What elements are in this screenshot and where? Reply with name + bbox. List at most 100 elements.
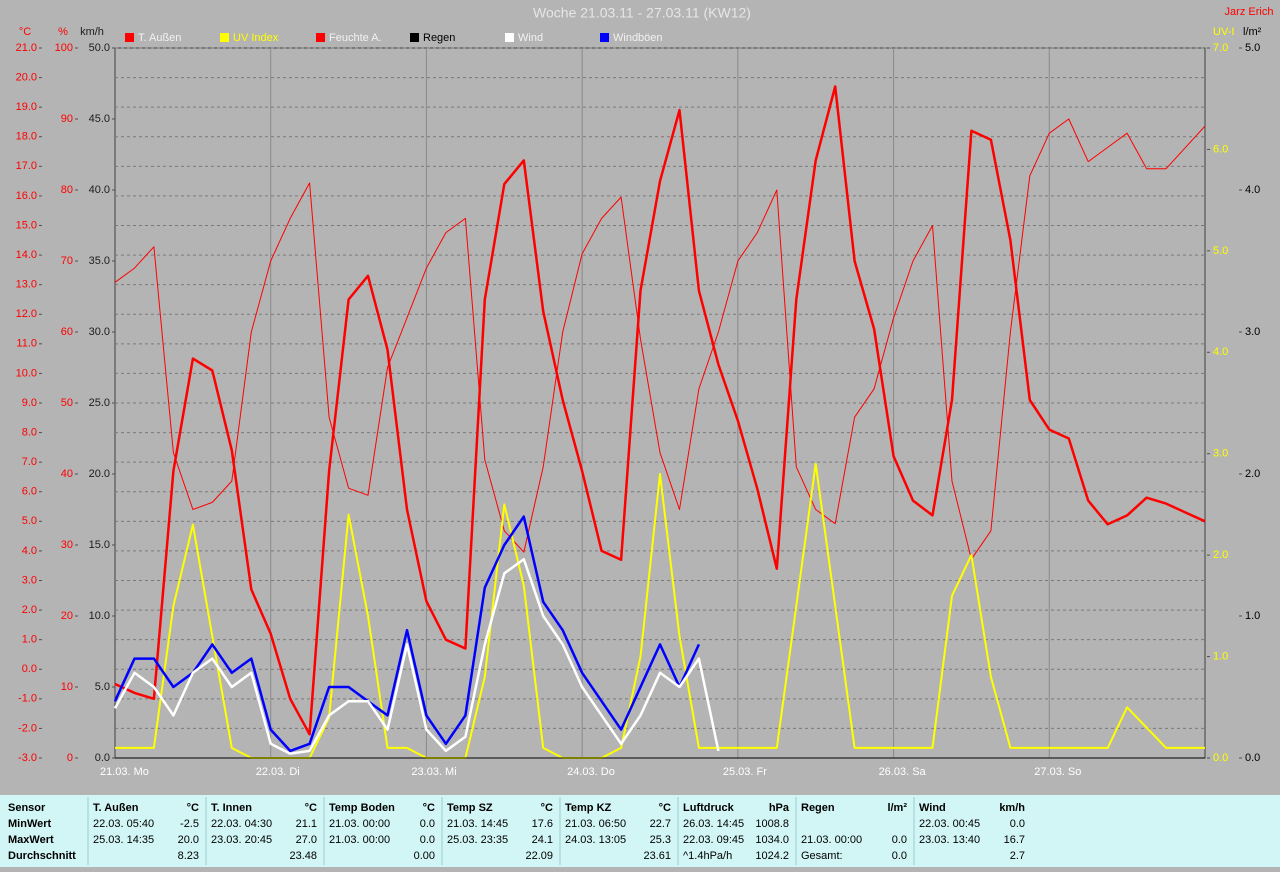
- cell-value: -2.5: [180, 818, 199, 830]
- axis-unit: UV-I: [1213, 26, 1234, 38]
- stats-table: Sensor MinWert MaxWert Durchschnitt T. Außen…: [8, 802, 1025, 862]
- series-line: [114, 85, 1206, 736]
- y-tick-label: 70: [61, 255, 73, 267]
- legend-swatch: [410, 33, 419, 42]
- cell-time: 22.03. 00:45: [919, 818, 980, 830]
- y-tick-label: 7.0: [1213, 42, 1228, 54]
- y-tick-label: 40: [61, 468, 73, 480]
- column-unit: km/h: [999, 802, 1025, 814]
- y-tick-label: 3.0: [1245, 326, 1260, 338]
- legend-label: Windböen: [613, 32, 663, 44]
- y-tick-label: 90: [61, 113, 73, 125]
- y-tick-label: 4.0: [1245, 184, 1260, 196]
- y-tick-label: 2.0: [1213, 549, 1228, 561]
- y-tick-label: 0: [67, 752, 73, 764]
- cell-value: 23.61: [643, 850, 671, 862]
- y-tick-label: 0.0: [22, 663, 37, 675]
- cell-value: 27.0: [296, 834, 317, 846]
- y-tick-label: 3.0: [22, 574, 37, 586]
- cell-time: ^1.4hPa/h: [683, 850, 732, 862]
- series-line: [113, 515, 701, 753]
- y-tick-label: 50.0: [89, 42, 110, 54]
- column-unit: °C: [423, 802, 435, 814]
- cell-time: 21.03. 06:50: [565, 818, 626, 830]
- column-unit: °C: [187, 802, 199, 814]
- column-title: Temp KZ: [565, 802, 612, 814]
- chart-title: Woche 21.03.11 - 27.03.11 (KW12): [533, 5, 751, 21]
- y-tick-label: 0.0: [1245, 752, 1260, 764]
- cell-time: 21.03. 14:45: [447, 818, 508, 830]
- y-tick-label: 15.0: [89, 539, 110, 551]
- cell-time: 23.03. 13:40: [919, 834, 980, 846]
- column-unit: l/m²: [887, 802, 907, 814]
- y-tick-label: 30.0: [89, 326, 110, 338]
- row-label: Sensor: [8, 802, 46, 814]
- y-tick-label: 21.0: [16, 42, 37, 54]
- column-title: Temp SZ: [447, 802, 493, 814]
- y-tick-label: 13.0: [16, 279, 37, 291]
- y-tick-label: 9.0: [22, 397, 37, 409]
- row-label: MinWert: [8, 818, 52, 830]
- y-tick-label: 12.0: [16, 308, 37, 320]
- cell-time: Gesamt:: [801, 850, 843, 862]
- y-tick-label: 17.0: [16, 160, 37, 172]
- y-tick-label: 6.0: [1213, 143, 1228, 155]
- cell-value: 2.7: [1010, 850, 1025, 862]
- legend-label: Regen: [423, 32, 455, 44]
- column-title: T. Außen: [93, 802, 139, 814]
- cell-time: 25.03. 23:35: [447, 834, 508, 846]
- cell-value: 1034.0: [755, 834, 789, 846]
- y-tick-label: 20: [61, 610, 73, 622]
- y-tick-label: 7.0: [22, 456, 37, 468]
- axis-unit: l/m²: [1243, 26, 1262, 38]
- y-tick-label: 100: [55, 42, 73, 54]
- series-line: [113, 557, 720, 755]
- x-tick-label: 27.03. So: [1034, 766, 1081, 778]
- cell-value: 0.00: [414, 850, 435, 862]
- y-tick-label: 35.0: [89, 255, 110, 267]
- y-tick-label: 20.0: [16, 71, 37, 83]
- cell-time: 21.03. 00:00: [329, 834, 390, 846]
- author: Jarz Erich: [1225, 6, 1274, 18]
- y-tick-label: 15.0: [16, 219, 37, 231]
- y-tick-label: 60: [61, 326, 73, 338]
- column-unit: °C: [305, 802, 317, 814]
- legend-label: Wind: [518, 32, 543, 44]
- axis-unit: %: [58, 26, 68, 38]
- legend-swatch: [316, 33, 325, 42]
- cell-value: 21.1: [296, 818, 317, 830]
- x-tick-label: 21.03. Mo: [100, 766, 149, 778]
- cell-value: 0.0: [892, 850, 907, 862]
- y-tick-label: 10.0: [16, 367, 37, 379]
- series-line: [114, 118, 1206, 560]
- cell-time: 21.03. 00:00: [329, 818, 390, 830]
- cell-value: 25.3: [650, 834, 671, 846]
- cell-time: 22.03. 09:45: [683, 834, 744, 846]
- y-tick-label: 20.0: [89, 468, 110, 480]
- column-title: Temp Boden: [329, 802, 395, 814]
- legend-label: T. Außen: [138, 32, 181, 44]
- column-unit: °C: [659, 802, 671, 814]
- y-tick-label: 40.0: [89, 184, 110, 196]
- y-tick-label: 3.0: [1213, 448, 1228, 460]
- y-tick-label: 16.0: [16, 190, 37, 202]
- legend-swatch: [125, 33, 134, 42]
- x-tick-label: 23.03. Mi: [411, 766, 456, 778]
- x-tick-label: 26.03. Sa: [879, 766, 927, 778]
- y-tick-label: 2.0: [1245, 468, 1260, 480]
- y-tick-label: 5.0: [95, 681, 110, 693]
- column-unit: hPa: [769, 802, 790, 814]
- legend-label: UV Index: [233, 32, 279, 44]
- cell-value: 23.48: [289, 850, 317, 862]
- cell-value: 1008.8: [755, 818, 789, 830]
- legend-label: Feuchte A.: [329, 32, 382, 44]
- y-tick-label: 80: [61, 184, 73, 196]
- cell-value: 24.1: [532, 834, 553, 846]
- cell-value: 17.6: [532, 818, 553, 830]
- column-title: Regen: [801, 802, 835, 814]
- column-title: T. Innen: [211, 802, 252, 814]
- y-tick-label: 10.0: [89, 610, 110, 622]
- y-tick-label: 10: [61, 681, 73, 693]
- y-tick-label: 8.0: [22, 426, 37, 438]
